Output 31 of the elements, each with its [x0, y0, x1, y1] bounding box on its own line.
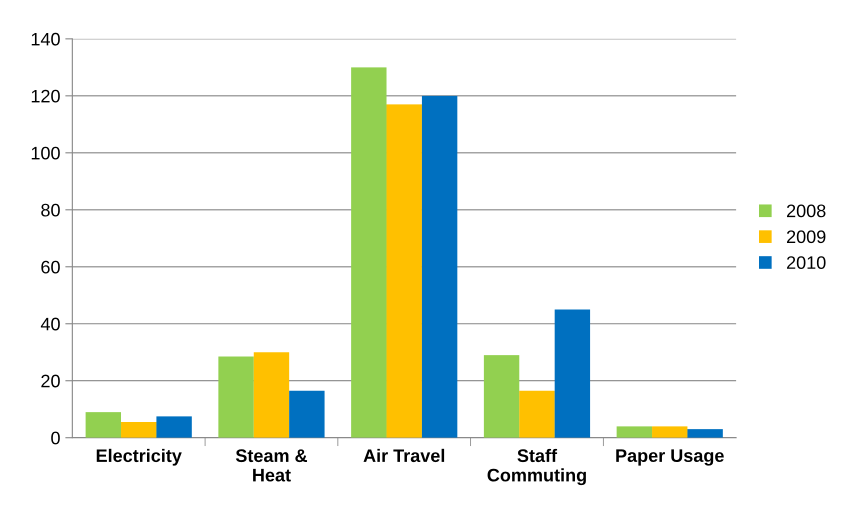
bar	[386, 104, 422, 438]
bar	[519, 390, 555, 438]
y-tick-label: 40	[40, 318, 60, 330]
x-tick-label: Staff Commuting	[488, 448, 586, 486]
y-tick-label: 100	[32, 146, 60, 160]
bar	[254, 352, 290, 438]
x-tick-label: Air Travel	[364, 448, 444, 462]
y-tick-label: 120	[32, 90, 60, 103]
bar	[289, 390, 325, 438]
y-tick-label: 140	[32, 32, 60, 46]
bar	[554, 310, 590, 438]
bar	[652, 426, 688, 438]
x-tick-label: Steam & Heat	[236, 449, 308, 482]
legend-label: 2009	[786, 230, 826, 244]
bar	[422, 96, 458, 438]
legend-label: 2010	[786, 256, 826, 269]
y-tick-label: 60	[41, 260, 60, 274]
legend-label: 2008	[786, 204, 826, 218]
bar	[687, 429, 723, 438]
y-tick-label: 0	[51, 432, 60, 444]
bar	[86, 412, 122, 438]
bar	[121, 422, 156, 438]
bar	[351, 67, 387, 438]
bar	[616, 426, 652, 438]
y-tick-label: 20	[41, 374, 60, 388]
x-tick-label: Paper Usage	[616, 449, 724, 466]
bar	[156, 416, 192, 438]
bar	[484, 355, 520, 438]
y-tick-label: 80	[41, 204, 60, 217]
x-tick-label: Electricity	[96, 448, 182, 466]
bar	[218, 356, 254, 438]
